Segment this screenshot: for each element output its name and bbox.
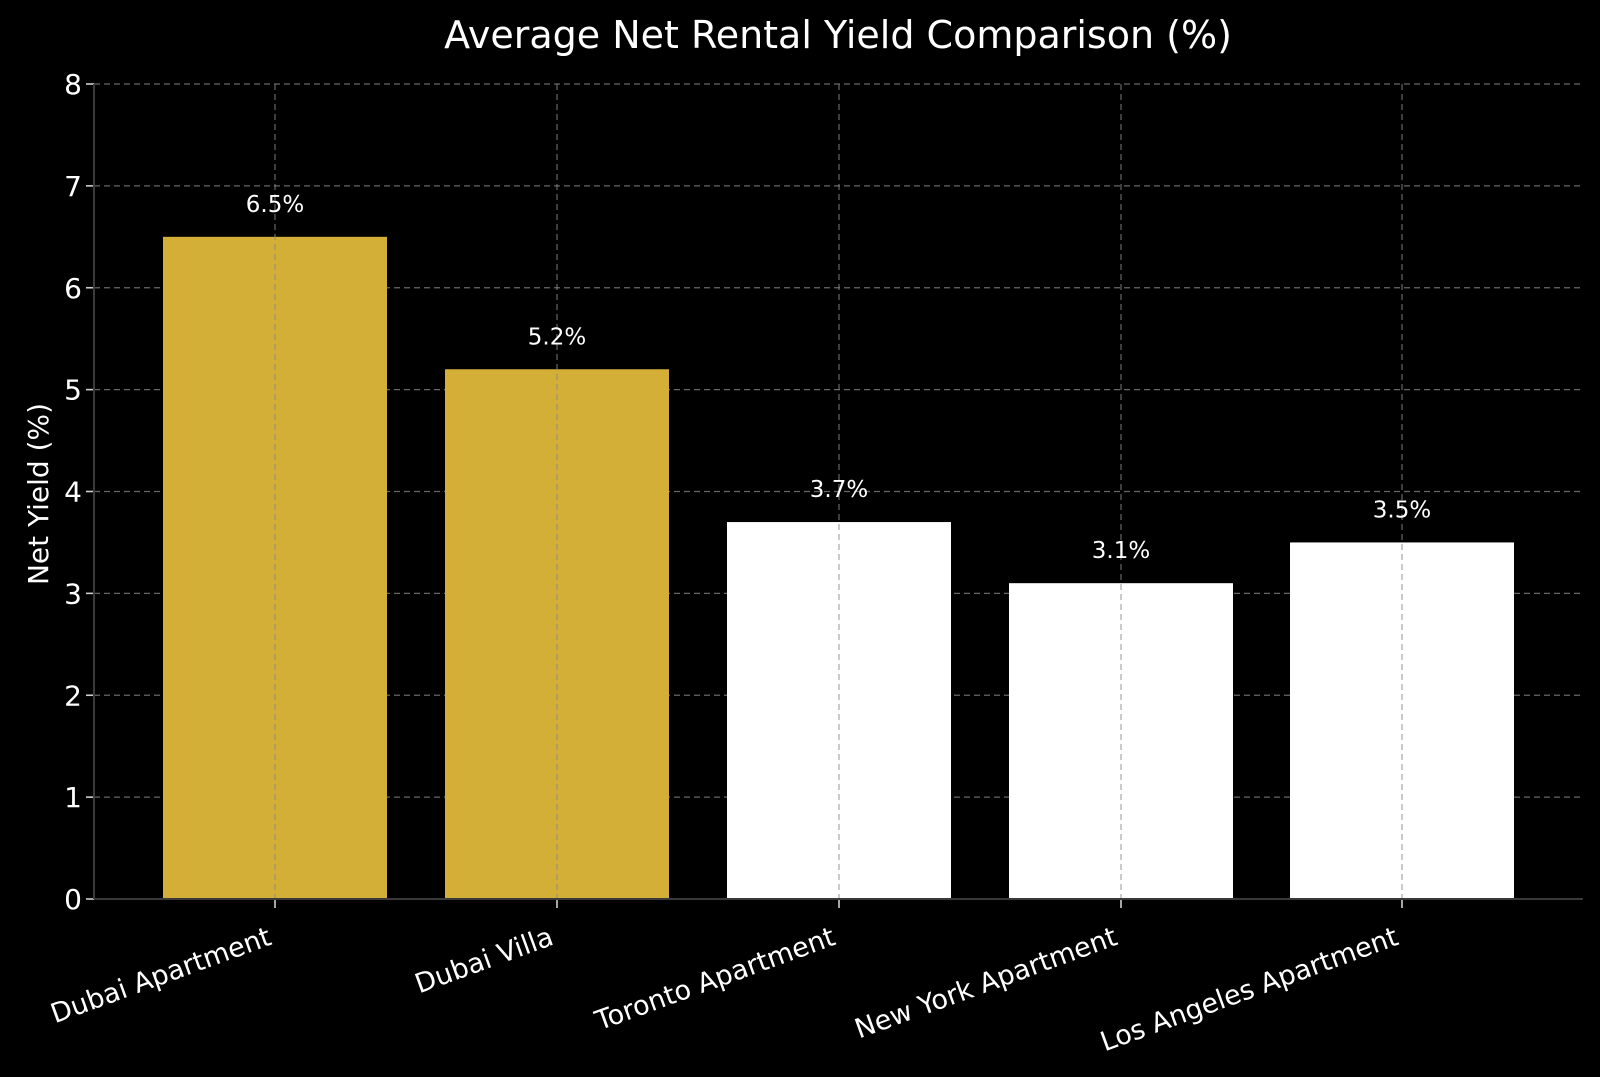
data-labels: 6.5% 5.2% 3.7% 3.1% 3.5% — [246, 192, 1431, 564]
y-tick-label: 1 — [64, 781, 82, 814]
vertical-grid — [274, 84, 1403, 899]
y-tick-label: 8 — [64, 68, 82, 101]
data-label: 6.5% — [246, 192, 304, 218]
y-tick-label: 7 — [64, 170, 82, 203]
y-tick-label: 4 — [64, 476, 82, 509]
y-tick-label: 5 — [64, 374, 82, 407]
y-tick-label: 2 — [64, 679, 82, 712]
y-axis-label: Net Yield (%) — [22, 403, 55, 585]
data-label: 3.5% — [1373, 497, 1431, 523]
y-tick-labels: 0 1 2 3 4 5 6 7 8 — [64, 68, 82, 916]
y-tick-label: 3 — [64, 577, 82, 610]
data-label: 3.7% — [810, 477, 868, 503]
chart-title: Average Net Rental Yield Comparison (%) — [444, 13, 1232, 57]
axes — [86, 83, 1583, 908]
y-tick-label: 6 — [64, 272, 82, 305]
data-label: 5.2% — [528, 324, 586, 350]
y-tick-label: 0 — [64, 883, 82, 916]
bar — [1009, 583, 1233, 899]
data-label: 3.1% — [1092, 538, 1150, 564]
